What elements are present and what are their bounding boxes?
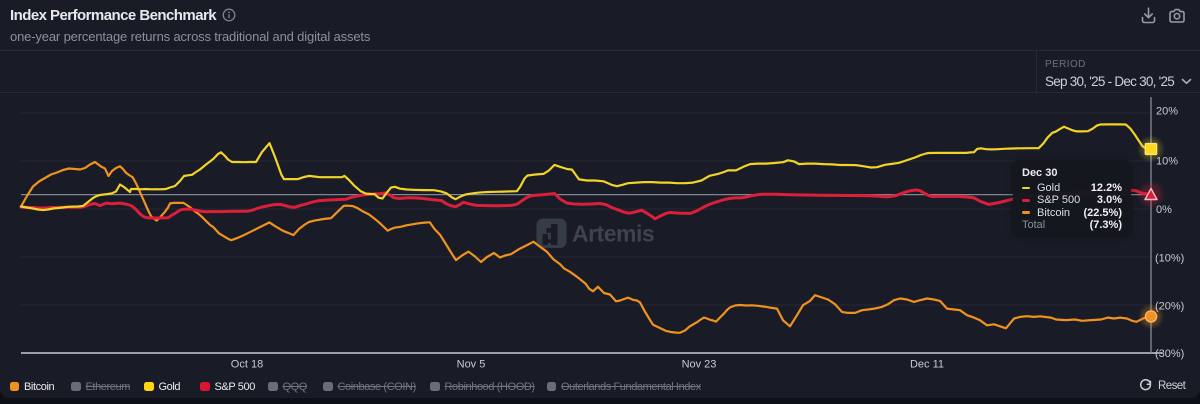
svg-text:Nov 5: Nov 5 (457, 359, 486, 371)
svg-text:20%: 20% (1156, 106, 1178, 118)
svg-text:Artemis: Artemis (572, 221, 654, 247)
svg-text:(20%): (20%) (1155, 301, 1184, 313)
svg-text:0%: 0% (1156, 204, 1172, 216)
svg-text:(30%): (30%) (1155, 348, 1184, 360)
svg-text:Dec 11: Dec 11 (910, 359, 944, 371)
svg-text:Oct 18: Oct 18 (231, 359, 263, 371)
svg-text:Nov 23: Nov 23 (682, 359, 717, 371)
svg-text:10%: 10% (1156, 156, 1178, 168)
svg-text:(10%): (10%) (1155, 253, 1184, 265)
